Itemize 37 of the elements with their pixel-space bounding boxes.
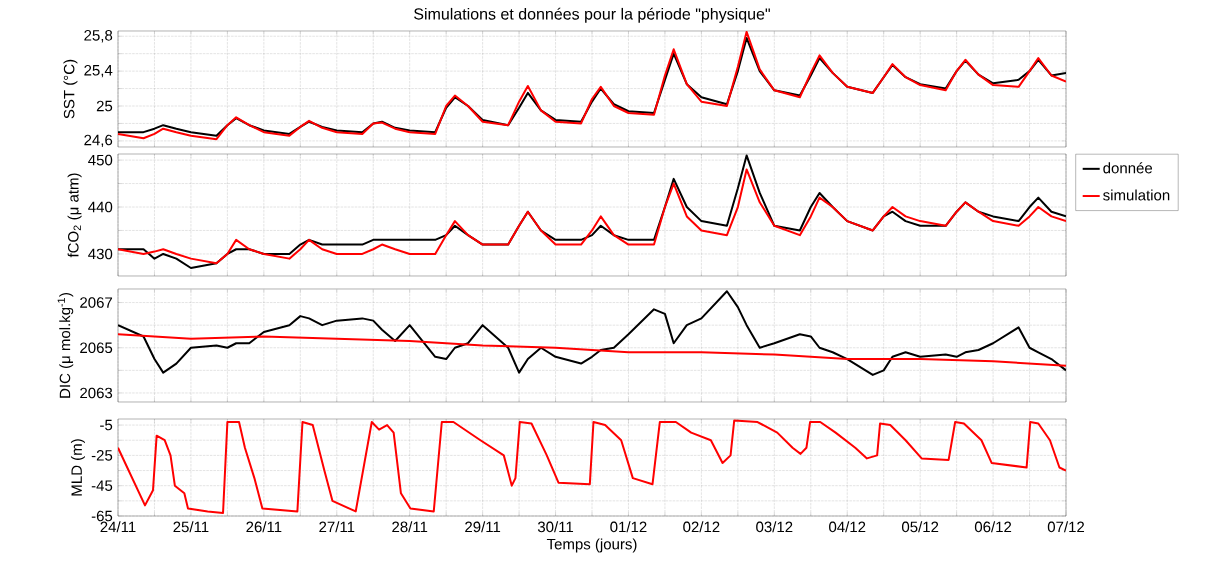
x-tick-label: 27/11 (319, 521, 355, 533)
y-tick-label: -65 (91, 510, 113, 522)
line-series (118, 333, 1067, 367)
x-tick-label: 06/12 (974, 521, 1012, 533)
y-tick-label: 2063 (80, 387, 113, 399)
x-tick-label: 05/12 (901, 521, 939, 533)
y-axis-title: fCO$_{2}$ (μ atm) (67, 173, 82, 258)
y-tick-label: 24,6 (84, 134, 113, 148)
x-tick-label: 29/11 (465, 521, 501, 533)
y-axis-title: DIC (μ mol.kg$^{-1}$) (57, 293, 74, 398)
x-axis-title: Temps (jours) (546, 538, 637, 553)
y-tick-label: 430 (88, 248, 113, 260)
x-tick-label: 26/11 (246, 521, 282, 533)
x-tick-label: 24/11 (100, 521, 136, 533)
chart-title: Simulations et données pour la période "physique" (414, 7, 770, 23)
y-tick-label: -25 (91, 450, 113, 461)
y-tick-label: 25,4 (84, 64, 113, 78)
y-tick-label: 450 (88, 154, 113, 166)
y-tick-label: -45 (91, 480, 113, 491)
y-axis-title: SST (°C) (63, 59, 78, 119)
y-tick-label: 2065 (80, 342, 113, 354)
y-tick-label: -5 (100, 419, 113, 431)
x-tick-label: 02/12 (683, 521, 720, 533)
x-tick-label: 28/11 (392, 521, 428, 533)
y-tick-label: 440 (88, 201, 113, 213)
x-tick-label: 07/12 (1047, 521, 1085, 533)
y-axis-title: MLD (m) (70, 439, 85, 496)
x-tick-label: 30/11 (537, 521, 574, 533)
legend-label: donnée (1103, 162, 1153, 174)
y-tick-label: 25 (96, 100, 113, 112)
legend-label: simulation (1103, 189, 1170, 201)
x-tick-label: 03/12 (756, 521, 793, 533)
x-tick-label: 04/12 (829, 521, 866, 533)
x-tick-label: 25/11 (173, 521, 209, 533)
x-tick-label: 01/12 (610, 521, 647, 533)
y-tick-label: 2067 (80, 297, 113, 308)
y-tick-label: 25,8 (84, 30, 113, 43)
